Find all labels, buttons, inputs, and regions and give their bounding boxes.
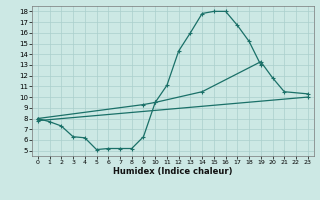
X-axis label: Humidex (Indice chaleur): Humidex (Indice chaleur) bbox=[113, 167, 233, 176]
